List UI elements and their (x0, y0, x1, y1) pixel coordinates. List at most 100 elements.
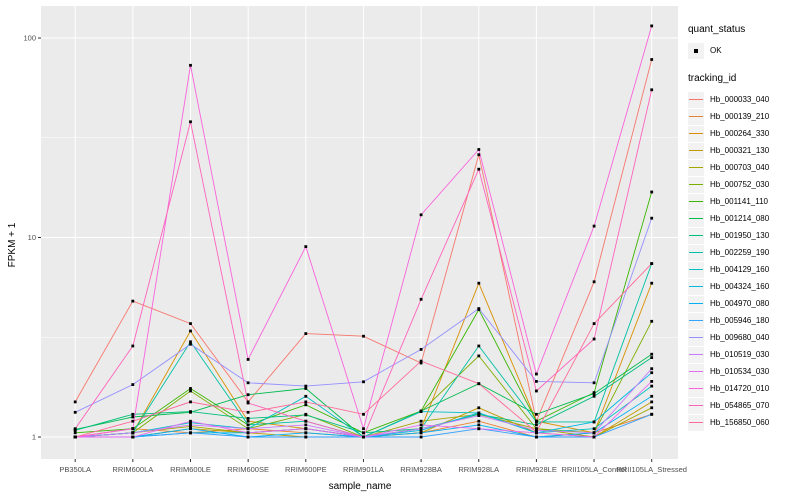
data-point (419, 423, 423, 427)
legend-item-tracking-id: Hb_004129_160 (688, 261, 798, 278)
data-point (246, 393, 250, 397)
y-tick-label: 100 (23, 34, 36, 43)
legend-item-tracking-id: Hb_000752_030 (688, 176, 798, 193)
legend-item-label: Hb_005946_180 (710, 316, 770, 325)
legend-group-tracking-id: tracking_id Hb_000033_040 Hb_000139_210 Hb… (688, 73, 798, 431)
x-tick-label: RRIM600SE (227, 465, 269, 474)
legend-color-line (689, 183, 703, 186)
legend-color-line (689, 234, 703, 237)
legend-color-line (689, 319, 703, 322)
data-point (362, 427, 365, 431)
legend-key (688, 295, 704, 312)
data-point (304, 427, 308, 431)
legend-item-tracking-id: Hb_000321_130 (688, 142, 798, 159)
x-tick-label: PB350LA (59, 465, 91, 474)
data-point (362, 431, 365, 435)
data-point (650, 400, 654, 404)
legend-key (688, 142, 704, 159)
legend-item-label: Hb_010519_030 (710, 350, 770, 359)
legend-item-label: Hb_001950_130 (710, 231, 770, 240)
data-point (189, 410, 192, 413)
data-point (131, 419, 135, 423)
data-point (477, 382, 481, 386)
x-tick-label: RRIM600PE (285, 465, 327, 474)
y-tick-label: 1 (32, 433, 36, 442)
legend-item-tracking-id: Hb_054865_070 (688, 397, 798, 414)
data-point (73, 435, 77, 439)
data-point (477, 281, 481, 285)
data-point (304, 435, 308, 439)
data-point (592, 431, 596, 435)
legend-item-label: Hb_001214_080 (710, 214, 770, 223)
data-point (189, 387, 192, 390)
legend-item-label: Hb_054865_070 (710, 401, 770, 410)
data-point (535, 430, 538, 434)
data-point (650, 88, 654, 92)
data-point (304, 400, 308, 404)
data-point (304, 419, 308, 423)
legend-key (688, 261, 704, 278)
legend-item-label: Hb_002259_190 (710, 248, 770, 257)
legend-item-label: Hb_009680_040 (710, 333, 770, 342)
data-point (246, 358, 250, 361)
legend-color-line (689, 353, 703, 356)
legend-item-label: Hb_014720_010 (710, 384, 770, 393)
data-point (419, 427, 423, 431)
data-point (535, 380, 538, 383)
data-point (189, 389, 192, 393)
legend-item-tracking-id: Hb_004970_080 (688, 295, 798, 312)
data-point (650, 352, 654, 356)
legend-key (688, 278, 704, 295)
legend-color-line (689, 132, 703, 135)
legend-color-line (689, 98, 703, 101)
data-point (477, 153, 481, 157)
data-point (131, 344, 135, 348)
data-point (419, 213, 423, 217)
data-point (246, 431, 250, 435)
legend-color-line (689, 387, 703, 390)
data-point (189, 425, 192, 428)
data-point (477, 148, 481, 151)
legend-item-quant-status: OK (688, 42, 798, 59)
data-point (419, 410, 423, 413)
data-point (419, 297, 423, 301)
data-point (246, 417, 250, 420)
data-point (246, 419, 250, 423)
data-point (592, 337, 596, 341)
data-point (535, 389, 538, 393)
data-point (304, 394, 308, 398)
x-tick-label: RRIM928BA (400, 465, 442, 474)
legend-color-line (689, 370, 703, 373)
legend-item-tracking-id: Hb_010519_030 (688, 346, 798, 363)
data-point (362, 380, 365, 384)
data-point (246, 401, 250, 405)
data-point (362, 435, 365, 439)
x-tick-label: RRIM901LA (343, 465, 384, 474)
legend-color-line (689, 166, 703, 169)
data-point (419, 428, 423, 432)
legend-color-line (689, 200, 703, 203)
legend-key (688, 414, 704, 431)
chart-panel (41, 6, 678, 459)
data-point (650, 58, 654, 61)
data-point (592, 435, 596, 439)
legend-title-quant-status: quant_status (688, 24, 746, 35)
data-point (650, 380, 654, 383)
data-point (477, 167, 481, 171)
y-axis-title: FPKM + 1 (7, 222, 18, 267)
data-point (419, 361, 423, 365)
data-point (246, 410, 250, 414)
data-point (131, 431, 135, 435)
data-point (304, 413, 308, 417)
data-point (189, 120, 192, 124)
x-axis-title: sample_name (329, 481, 392, 492)
data-point (131, 415, 135, 419)
data-point (189, 400, 192, 404)
data-point (304, 403, 308, 407)
data-point (650, 262, 654, 265)
data-point (477, 414, 481, 417)
legend-color-line (689, 149, 703, 152)
data-point (246, 423, 250, 427)
